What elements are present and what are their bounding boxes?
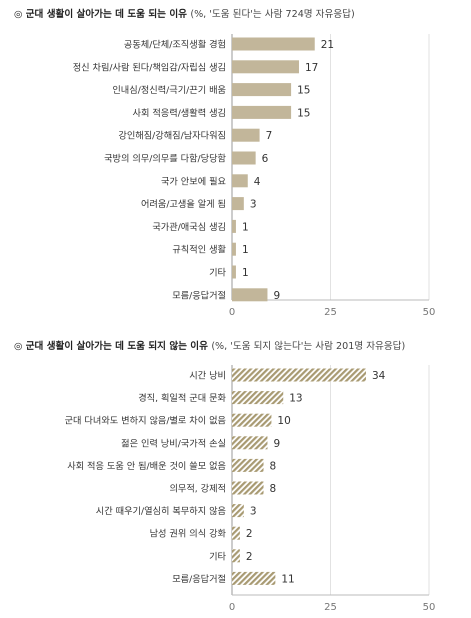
chart-1-subtitle: (%, '도움 된다'는 사람 724명 자유응답) <box>190 9 355 20</box>
bar <box>232 391 284 405</box>
data-label: 1 <box>242 244 249 256</box>
tick-label: 25 <box>324 602 337 613</box>
category-label: 남성 권위 의식 강화 <box>150 528 227 540</box>
data-label: 1 <box>242 267 249 279</box>
category-label: 시간 때우기/열심히 복무하지 않음 <box>96 506 226 517</box>
tick-label: 25 <box>324 307 337 318</box>
category-label: 규칙적인 생활 <box>172 244 226 256</box>
data-label: 2 <box>246 551 253 563</box>
bar <box>232 368 366 382</box>
data-label: 4 <box>254 176 261 188</box>
category-label: 기타 <box>209 268 226 279</box>
data-label: 9 <box>273 438 280 450</box>
data-label: 15 <box>297 85 310 97</box>
category-label: 공동체/단체/조직생활 경험 <box>124 39 226 51</box>
tick-label: 0 <box>229 307 235 318</box>
bar <box>232 549 240 563</box>
bar <box>232 436 268 450</box>
bar <box>232 105 292 119</box>
bar <box>232 83 292 97</box>
chart-2-svg: 시간 낭비 34 경직, 획일적 군대 문화 13 군대 다녀와도 변하지 않음/별로 … <box>65 365 436 613</box>
data-label: 3 <box>250 199 257 211</box>
category-label: 시간 낭비 <box>189 371 226 382</box>
category-label: 모름/응답거절 <box>172 573 226 585</box>
data-label: 13 <box>289 393 302 405</box>
data-label: 34 <box>372 370 386 382</box>
category-label: 사회 적응 도움 안 됨/배운 것이 쓸모 없음 <box>67 460 226 472</box>
data-label: 3 <box>250 506 257 518</box>
category-label: 강인해짐/강해짐/남자다워짐 <box>118 130 226 142</box>
tick-label: 50 <box>423 602 436 613</box>
bar <box>232 288 268 302</box>
bar <box>232 242 236 256</box>
category-label: 기타 <box>209 551 226 562</box>
bar <box>232 174 248 188</box>
bar <box>232 413 272 427</box>
category-label: 사회 적응력/생활력 생김 <box>133 107 226 119</box>
bar <box>232 151 256 165</box>
category-label: 모름/응답거절 <box>172 289 226 301</box>
bar <box>232 128 260 142</box>
data-label: 8 <box>270 483 277 495</box>
category-label: 정신 차림/사람 된다/책임감/자립심 생김 <box>73 61 226 73</box>
category-label: 인내심/정신력/극기/끈기 배움 <box>112 84 226 96</box>
data-label: 17 <box>305 62 318 74</box>
category-label: 어려움/고생을 알게 됨 <box>141 198 226 210</box>
category-label: 의무적, 강제적 <box>169 483 226 495</box>
bar <box>232 526 240 540</box>
data-label: 10 <box>277 415 290 427</box>
data-label: 7 <box>266 130 273 142</box>
category-label: 군대 다녀와도 변하지 않음/별로 차이 없음 <box>65 415 226 427</box>
bar <box>232 571 276 585</box>
category-label: 경직, 획일적 군대 문화 <box>138 392 226 404</box>
tick-label: 0 <box>229 602 235 613</box>
data-label: 21 <box>321 39 334 51</box>
data-label: 2 <box>246 528 253 540</box>
chart-2-title-text: ◎ 군대 생활이 살아가는 데 도움 되지 않는 이유 <box>14 341 208 352</box>
tick-label: 50 <box>423 307 436 318</box>
bar <box>232 504 244 518</box>
data-label: 1 <box>242 221 249 233</box>
category-label: 국가관/애국심 생김 <box>152 221 226 233</box>
chart-1-title: ◎ 군대 생활이 살아가는 데 도움 되는 이유 (%, '도움 된다'는 사람… <box>14 6 355 20</box>
data-label: 8 <box>270 460 277 472</box>
bar <box>232 219 236 233</box>
category-label: 젊은 인력 낭비/국가적 손실 <box>121 437 226 449</box>
data-label: 9 <box>273 290 280 302</box>
data-label: 15 <box>297 107 310 119</box>
chart-2-title: ◎ 군대 생활이 살아가는 데 도움 되지 않는 이유 (%, '도움 되지 않… <box>14 338 405 352</box>
data-label: 11 <box>281 573 294 585</box>
bar <box>232 197 244 211</box>
category-label: 국방의 의무/의무를 다함/당당함 <box>104 154 226 165</box>
bar <box>232 265 236 279</box>
data-label: 6 <box>262 153 269 165</box>
category-label: 국가 안보에 필요 <box>161 175 226 187</box>
bar <box>232 458 264 472</box>
chart-2-subtitle: (%, '도움 되지 않는다'는 사람 201명 자유응답) <box>211 341 406 352</box>
chart-1-title-text: ◎ 군대 생활이 살아가는 데 도움 되는 이유 <box>14 9 187 20</box>
bar <box>232 60 299 74</box>
bar <box>232 481 264 495</box>
bar <box>232 37 315 51</box>
